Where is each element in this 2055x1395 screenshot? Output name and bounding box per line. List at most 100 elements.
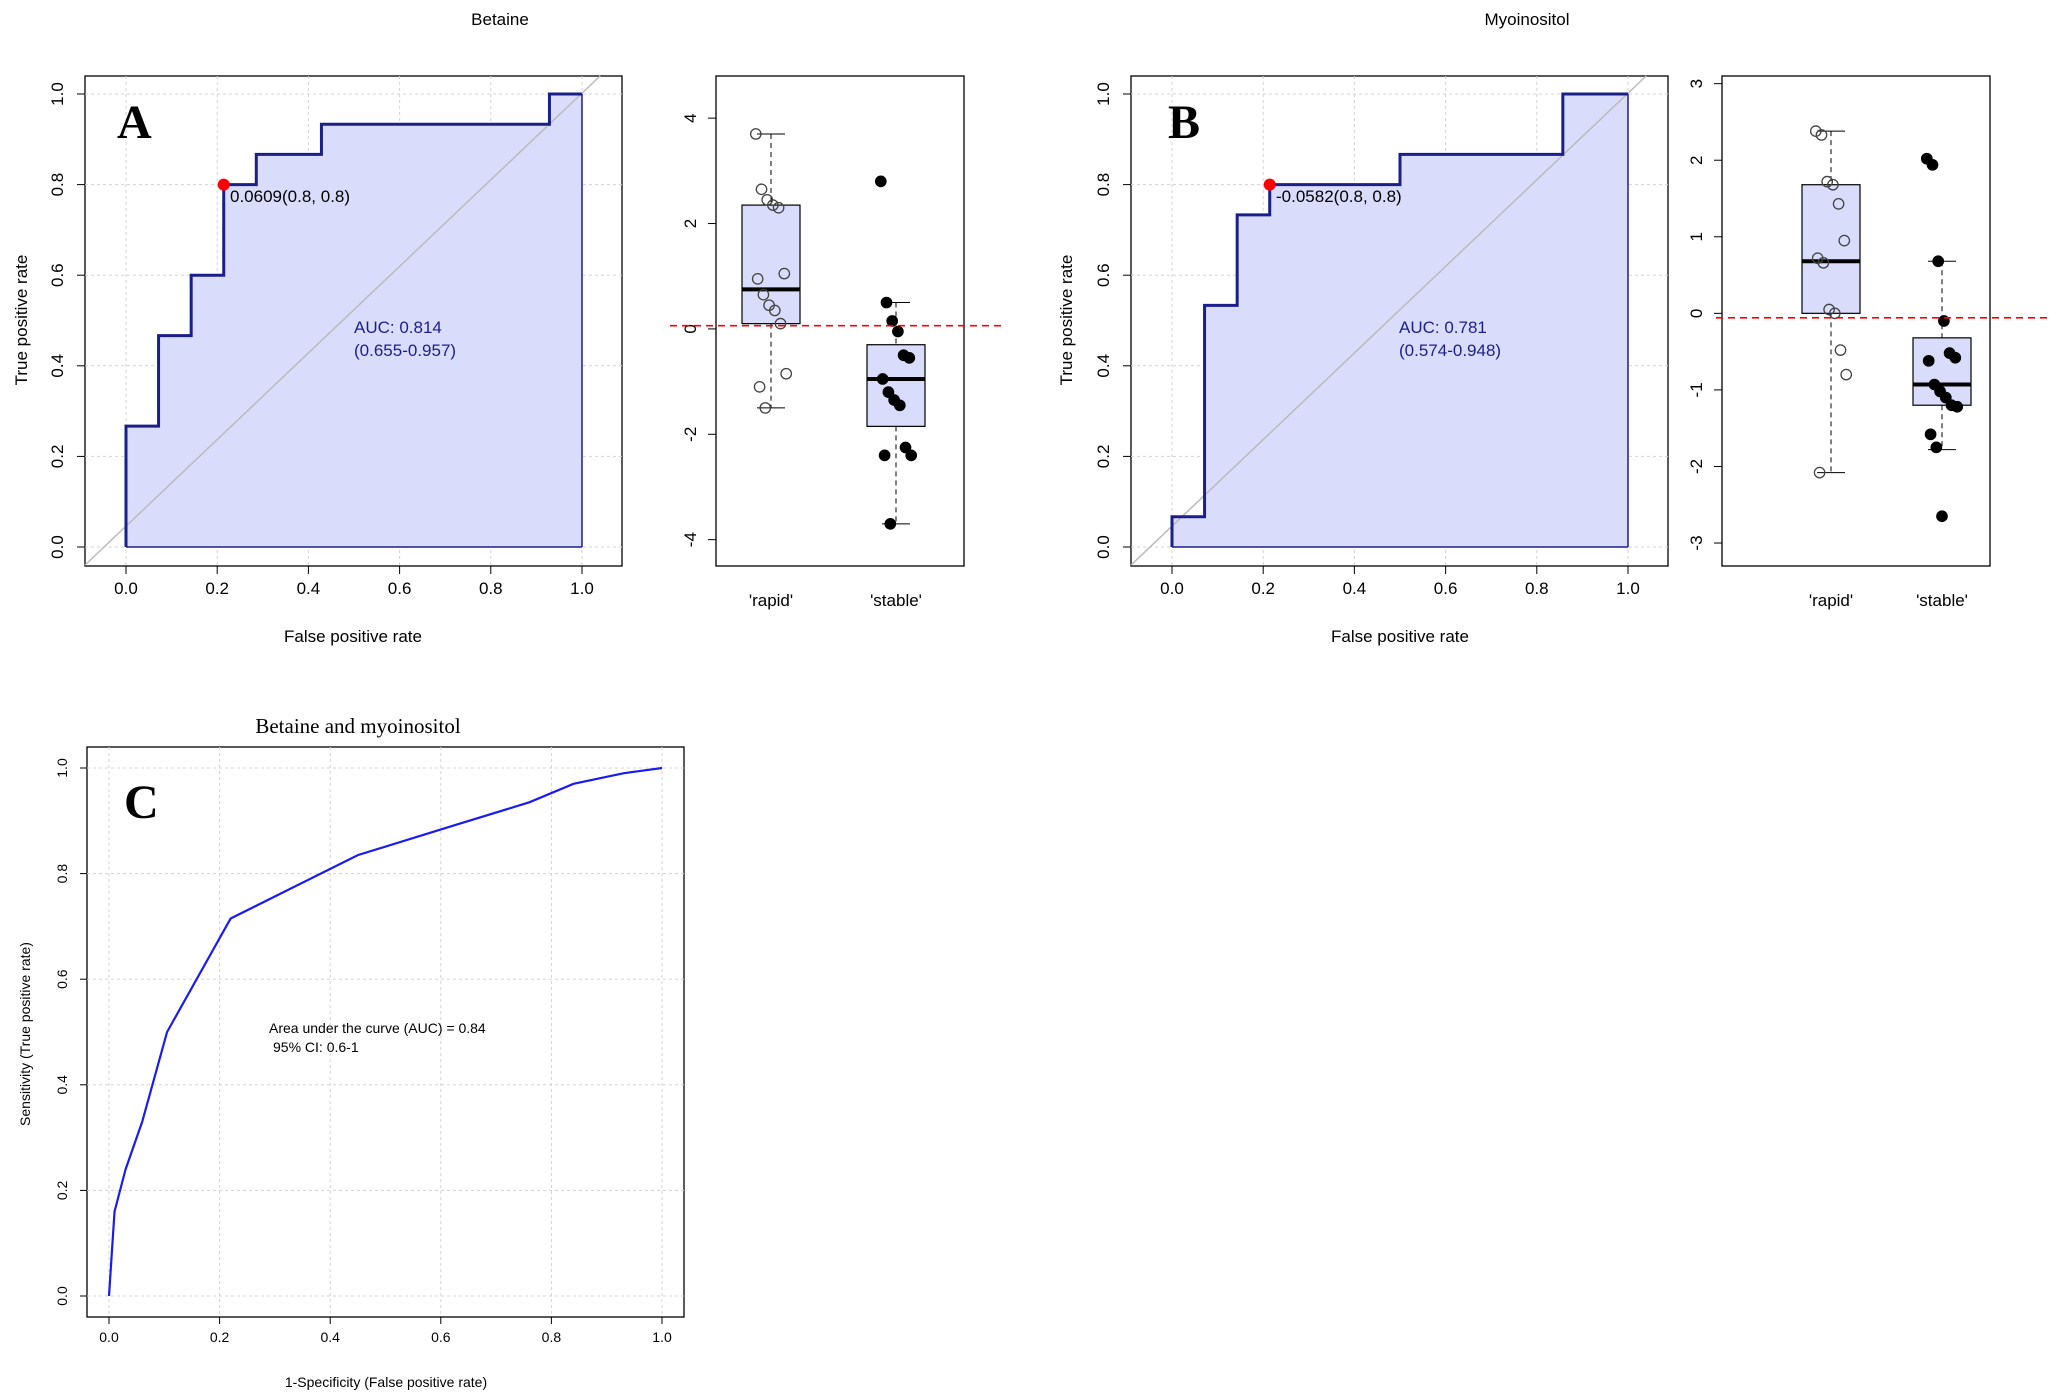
x-tick-label: 0.8: [1525, 579, 1549, 598]
y-tick-label: 0: [1687, 309, 1706, 318]
roc-b-auc-label: AUC: 0.781: [1399, 318, 1487, 337]
roc-b-ci-label: (0.574-0.948): [1399, 341, 1501, 360]
data-point: [749, 128, 762, 140]
plot-frame: [86, 746, 685, 1318]
data-point: [899, 441, 912, 454]
x-tick-label: 0.2: [205, 579, 229, 598]
panel-letter-a: A: [117, 96, 152, 149]
cutoff-point: [1263, 178, 1276, 191]
roc-a-threshold-label: 0.0609(0.8, 0.8): [230, 187, 350, 206]
data-point: [768, 304, 781, 317]
data-point: [886, 315, 899, 327]
data-point: [893, 399, 906, 412]
data-point: [1922, 354, 1935, 367]
box-chart-a: -4 -2 0 2 4 'rapid' 'stable': [670, 75, 1005, 610]
roc-c-auc-label: Area under the curve (AUC) = 0.84: [269, 1020, 486, 1036]
data-point: [767, 199, 779, 211]
roc-a-x-axis-label: False positive rate: [284, 627, 422, 646]
data-point: [778, 267, 791, 280]
data-point: [1932, 255, 1945, 268]
data-point: [1809, 125, 1822, 137]
data-point: [772, 201, 785, 214]
x-tick-label: 0.4: [320, 1329, 340, 1345]
data-point: [892, 325, 904, 338]
data-point: [753, 381, 766, 393]
x-tick-label: 0.4: [1343, 579, 1367, 598]
y-tick-label: -4: [681, 532, 700, 547]
data-point: [1930, 441, 1943, 454]
y-tick-label: 0.2: [54, 1180, 70, 1200]
y-tick-label: 0: [681, 324, 700, 333]
y-tick-label: 2: [681, 219, 700, 228]
data-point: [1828, 307, 1841, 320]
x-tick-label: 1.0: [1616, 579, 1640, 598]
data-point: [757, 288, 770, 301]
roc-c-y-axis-label: Sensitivity (True positive rate): [17, 942, 33, 1126]
roc-curve: [107, 766, 663, 1297]
y-tick-label: 0.4: [1094, 354, 1113, 378]
y-tick-label: 1.0: [1094, 82, 1113, 106]
plot-frame: [715, 75, 965, 567]
roc-chart-a: 0.0 0.0 0.2 0.2 0.4 0.4 0.6 0.6 0.8 0.8 1.0 1.0: [48, 75, 623, 598]
x-tick-label: 0.4: [297, 579, 321, 598]
cutoff-point: [217, 178, 230, 191]
roc-curve: [1170, 92, 1628, 547]
data-point: [774, 317, 787, 330]
x-tick-label: 0.0: [1160, 579, 1184, 598]
roc-c-ci-label: 95% CI: 0.6-1: [273, 1039, 359, 1055]
y-tick-label: 0.8: [54, 864, 70, 884]
x-tick-label: 0.8: [479, 579, 503, 598]
y-tick-label: 2: [1687, 155, 1706, 164]
y-tick-label: 0.8: [48, 173, 67, 197]
plot-frame: [84, 75, 623, 567]
y-tick-label: 0.2: [1094, 445, 1113, 469]
box-iqr: [1801, 184, 1861, 314]
auc-area: [126, 94, 582, 547]
panel-c-title: Betaine and myoinositol: [255, 714, 460, 738]
data-point: [780, 367, 793, 380]
plot-frame: [1130, 75, 1669, 567]
data-point: [1813, 466, 1826, 479]
data-point: [874, 175, 887, 188]
data-point: [878, 449, 891, 462]
y-tick-label: 0.0: [48, 535, 67, 559]
y-tick-label: 0.6: [54, 969, 70, 989]
roc-a-ci-label: (0.655-0.957): [354, 341, 456, 360]
x-tick-label: 0.0: [99, 1329, 119, 1345]
x-tick-label: 0.2: [210, 1329, 230, 1345]
data-point: [1951, 400, 1964, 413]
panel-letter-c: C: [124, 776, 159, 829]
data-point: [1840, 368, 1853, 381]
data-point: [759, 402, 772, 414]
roc-b-x-axis-label: False positive rate: [1331, 627, 1469, 646]
y-tick-label: 0.4: [48, 354, 67, 378]
roc-b-threshold-label: -0.0582(0.8, 0.8): [1276, 187, 1402, 206]
data-point: [1832, 198, 1845, 210]
y-tick-label: 0.0: [1094, 535, 1113, 559]
data-point: [1821, 175, 1834, 188]
data-point: [1926, 158, 1939, 171]
data-point: [1838, 234, 1851, 247]
data-point: [1817, 256, 1830, 269]
data-point: [1834, 344, 1847, 356]
x-tick-label: 0.0: [114, 579, 138, 598]
y-tick-label: 0.0: [54, 1286, 70, 1306]
data-point: [1827, 178, 1839, 191]
y-tick-label: 0.6: [48, 263, 67, 287]
x-tick-label: 1.0: [570, 579, 594, 598]
data-point: [755, 183, 768, 196]
x-tick-label: 0.8: [542, 1329, 562, 1345]
roc-c-x-axis-label: 1-Specificity (False positive rate): [285, 1374, 487, 1390]
data-point: [1815, 129, 1828, 141]
data-point: [880, 296, 893, 309]
x-tick-label: 0.6: [1434, 579, 1458, 598]
roc-a-y-axis-label: True positive rate: [12, 255, 31, 386]
y-tick-label: 0.4: [54, 1075, 70, 1095]
data-point: [1939, 391, 1952, 404]
roc-chart-b: 0.0 0.0 0.2 0.2 0.4 0.4 0.6 0.6 0.8 0.8 1.0 1.0: [1094, 75, 1669, 598]
y-tick-label: 1.0: [48, 82, 67, 106]
y-tick-label: 0.2: [48, 445, 67, 469]
y-tick-label: 4: [681, 113, 700, 122]
x-tick-label: 0.6: [388, 579, 412, 598]
